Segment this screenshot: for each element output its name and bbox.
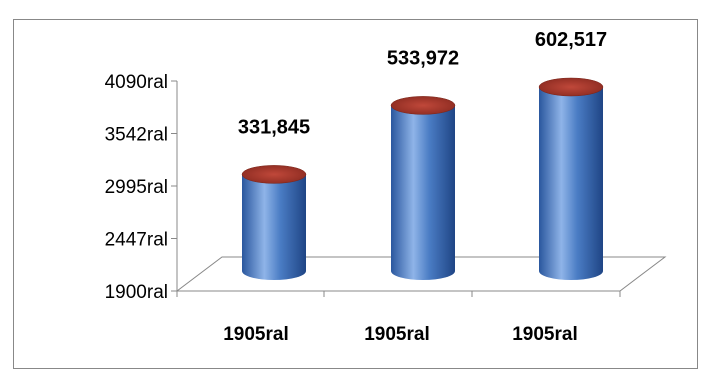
y-tick-label: 1900ral	[105, 282, 168, 303]
data-label: 602,517	[535, 29, 607, 51]
x-category-label: 1905ral	[223, 324, 289, 345]
y-tick-label: 3542ral	[105, 125, 168, 146]
bar-cylinder	[390, 96, 456, 281]
data-label: 533,972	[387, 47, 459, 69]
bar-top	[538, 77, 604, 97]
bar-cylinder	[241, 165, 307, 280]
data-label: 331,845	[238, 116, 310, 138]
x-category-label: 1905ral	[364, 324, 430, 345]
bar-top	[241, 165, 307, 184]
bar-body	[391, 105, 455, 281]
y-tick-label: 2447ral	[105, 230, 168, 251]
x-category-label: 1905ral	[512, 324, 578, 345]
y-tick-label: 4090ral	[105, 72, 168, 93]
bar-body	[242, 174, 306, 280]
bar-body	[539, 87, 603, 280]
bar-top	[390, 96, 456, 115]
bar-cylinder	[538, 77, 604, 280]
y-tick-label: 2995ral	[105, 177, 168, 198]
